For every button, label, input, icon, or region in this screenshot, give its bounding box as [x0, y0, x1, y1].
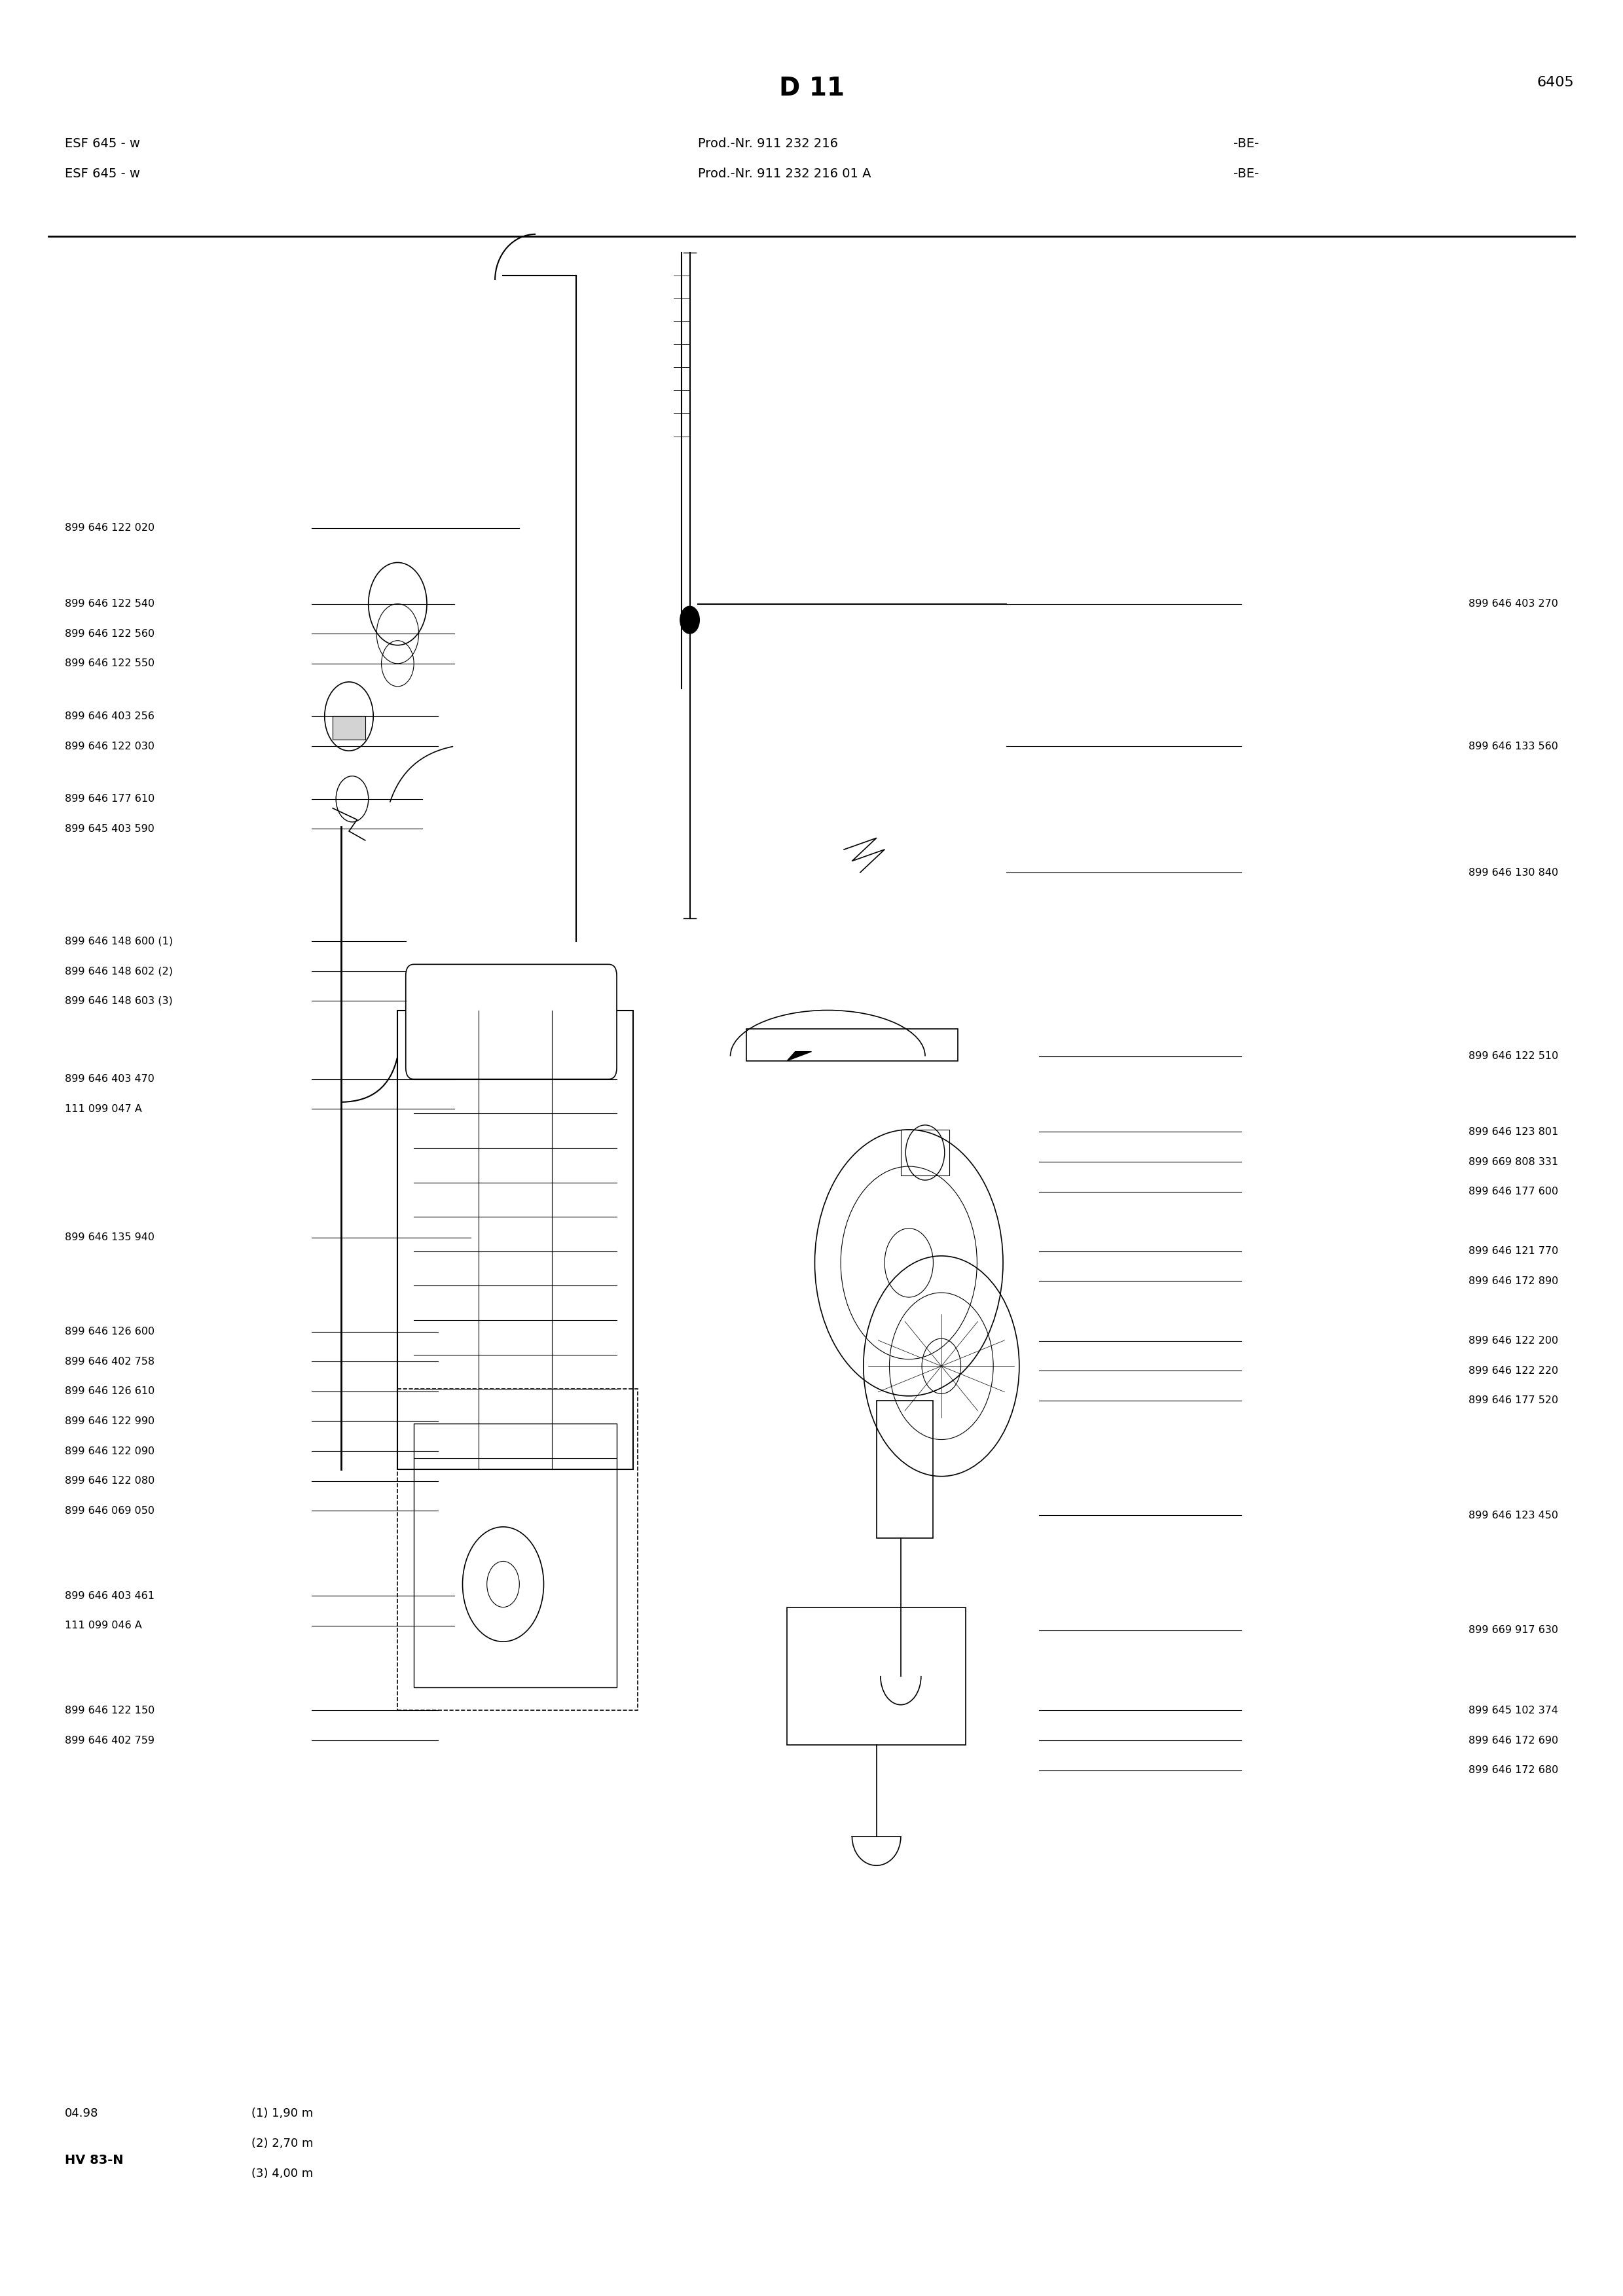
- Text: 899 646 121 770: 899 646 121 770: [1469, 1247, 1558, 1256]
- Text: 899 646 126 610: 899 646 126 610: [65, 1387, 154, 1396]
- Text: 899 646 122 080: 899 646 122 080: [65, 1476, 154, 1486]
- Text: 899 646 177 520: 899 646 177 520: [1469, 1396, 1558, 1405]
- Bar: [747, 1029, 958, 1061]
- Text: 899 646 122 990: 899 646 122 990: [65, 1417, 154, 1426]
- Text: ESF 645 - w: ESF 645 - w: [65, 168, 140, 179]
- Text: 899 646 122 150: 899 646 122 150: [65, 1706, 154, 1715]
- Text: 899 646 177 610: 899 646 177 610: [65, 794, 154, 804]
- Bar: [901, 1130, 949, 1176]
- Text: 899 646 130 840: 899 646 130 840: [1469, 868, 1558, 877]
- Text: 899 646 123 450: 899 646 123 450: [1469, 1511, 1558, 1520]
- Text: HV 83-N: HV 83-N: [65, 2154, 123, 2165]
- Text: 899 646 148 600 (1): 899 646 148 600 (1): [65, 937, 174, 946]
- Circle shape: [680, 606, 700, 634]
- Text: 899 646 148 602 (2): 899 646 148 602 (2): [65, 967, 174, 976]
- Text: 899 645 102 374: 899 645 102 374: [1469, 1706, 1558, 1715]
- Text: 899 646 122 090: 899 646 122 090: [65, 1446, 154, 1456]
- Text: 899 646 403 256: 899 646 403 256: [65, 712, 154, 721]
- Text: 899 669 917 630: 899 669 917 630: [1469, 1626, 1558, 1635]
- Text: 899 646 133 560: 899 646 133 560: [1469, 742, 1558, 751]
- Text: 6405: 6405: [1537, 76, 1574, 90]
- Text: 899 646 403 270: 899 646 403 270: [1469, 599, 1558, 608]
- Text: (1) 1,90 m: (1) 1,90 m: [252, 2108, 313, 2119]
- Text: (2) 2,70 m: (2) 2,70 m: [252, 2138, 313, 2149]
- Text: 899 645 403 590: 899 645 403 590: [65, 824, 154, 833]
- Bar: [787, 1607, 966, 1745]
- Bar: [398, 1010, 633, 1469]
- Text: 899 646 403 461: 899 646 403 461: [65, 1591, 154, 1600]
- Bar: [398, 1389, 638, 1711]
- Text: 899 646 069 050: 899 646 069 050: [65, 1506, 154, 1515]
- FancyBboxPatch shape: [406, 964, 617, 1079]
- Text: 111 099 046 A: 111 099 046 A: [65, 1621, 143, 1630]
- Polygon shape: [787, 1052, 812, 1061]
- Bar: [333, 716, 365, 739]
- Text: 899 646 122 510: 899 646 122 510: [1469, 1052, 1558, 1061]
- Bar: [876, 1401, 933, 1538]
- Text: ESF 645 - w: ESF 645 - w: [65, 138, 140, 149]
- Text: 899 646 122 020: 899 646 122 020: [65, 523, 154, 533]
- Text: 899 646 135 940: 899 646 135 940: [65, 1233, 154, 1242]
- Text: 899 646 403 470: 899 646 403 470: [65, 1075, 154, 1084]
- Text: 899 646 148 603 (3): 899 646 148 603 (3): [65, 996, 172, 1006]
- Text: -BE-: -BE-: [1233, 138, 1259, 149]
- Text: 04.98: 04.98: [65, 2108, 99, 2119]
- Text: 899 646 122 540: 899 646 122 540: [65, 599, 154, 608]
- Text: D 11: D 11: [779, 76, 844, 101]
- Text: 899 646 177 600: 899 646 177 600: [1469, 1187, 1558, 1196]
- Text: -BE-: -BE-: [1233, 168, 1259, 179]
- Text: 899 646 172 680: 899 646 172 680: [1469, 1766, 1558, 1775]
- Text: 899 646 402 758: 899 646 402 758: [65, 1357, 154, 1366]
- Text: 899 646 172 890: 899 646 172 890: [1469, 1277, 1558, 1286]
- Text: Prod.-Nr. 911 232 216 01 A: Prod.-Nr. 911 232 216 01 A: [698, 168, 872, 179]
- Text: 899 646 123 801: 899 646 123 801: [1469, 1127, 1558, 1137]
- Text: 899 646 122 200: 899 646 122 200: [1469, 1336, 1558, 1345]
- Text: 899 646 122 220: 899 646 122 220: [1469, 1366, 1558, 1375]
- Bar: [414, 1424, 617, 1688]
- Text: 899 646 122 550: 899 646 122 550: [65, 659, 154, 668]
- Text: Prod.-Nr. 911 232 216: Prod.-Nr. 911 232 216: [698, 138, 837, 149]
- Text: 111 099 047 A: 111 099 047 A: [65, 1104, 143, 1114]
- Text: (3) 4,00 m: (3) 4,00 m: [252, 2167, 313, 2179]
- Text: 899 646 122 030: 899 646 122 030: [65, 742, 154, 751]
- Text: 899 646 172 690: 899 646 172 690: [1469, 1736, 1558, 1745]
- Text: 899 646 122 560: 899 646 122 560: [65, 629, 154, 638]
- Text: 899 646 126 600: 899 646 126 600: [65, 1327, 154, 1336]
- Text: 899 669 808 331: 899 669 808 331: [1469, 1157, 1558, 1166]
- Text: 899 646 402 759: 899 646 402 759: [65, 1736, 154, 1745]
